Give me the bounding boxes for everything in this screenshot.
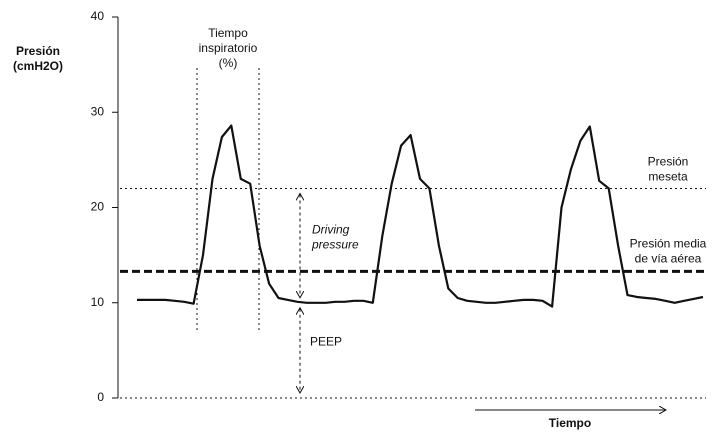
y-tick-label: 20: [91, 200, 105, 214]
y-tick-label: 40: [91, 9, 105, 23]
reference-label: Presión: [648, 155, 689, 169]
y-tick-label: 30: [91, 104, 105, 118]
annotation-label: Driving: [312, 222, 350, 236]
y-axis-label: (cmH2O): [13, 59, 63, 73]
inspiratory-label: inspiratorio: [199, 41, 258, 55]
y-tick-label: 0: [97, 390, 104, 404]
reference-label: Presión media: [630, 236, 707, 250]
inspiratory-label: Tiempo: [208, 26, 248, 40]
x-axis-label: Tiempo: [549, 416, 591, 430]
y-axis-label: Presión: [16, 44, 60, 58]
inspiratory-label: (%): [219, 56, 238, 70]
annotation-label: PEEP: [310, 335, 342, 349]
reference-label: meseta: [648, 170, 688, 184]
annotation-label: pressure: [311, 237, 359, 251]
pressure-curve: [137, 124, 704, 308]
y-tick-label: 10: [91, 295, 105, 309]
reference-label: de vía aérea: [635, 251, 702, 265]
